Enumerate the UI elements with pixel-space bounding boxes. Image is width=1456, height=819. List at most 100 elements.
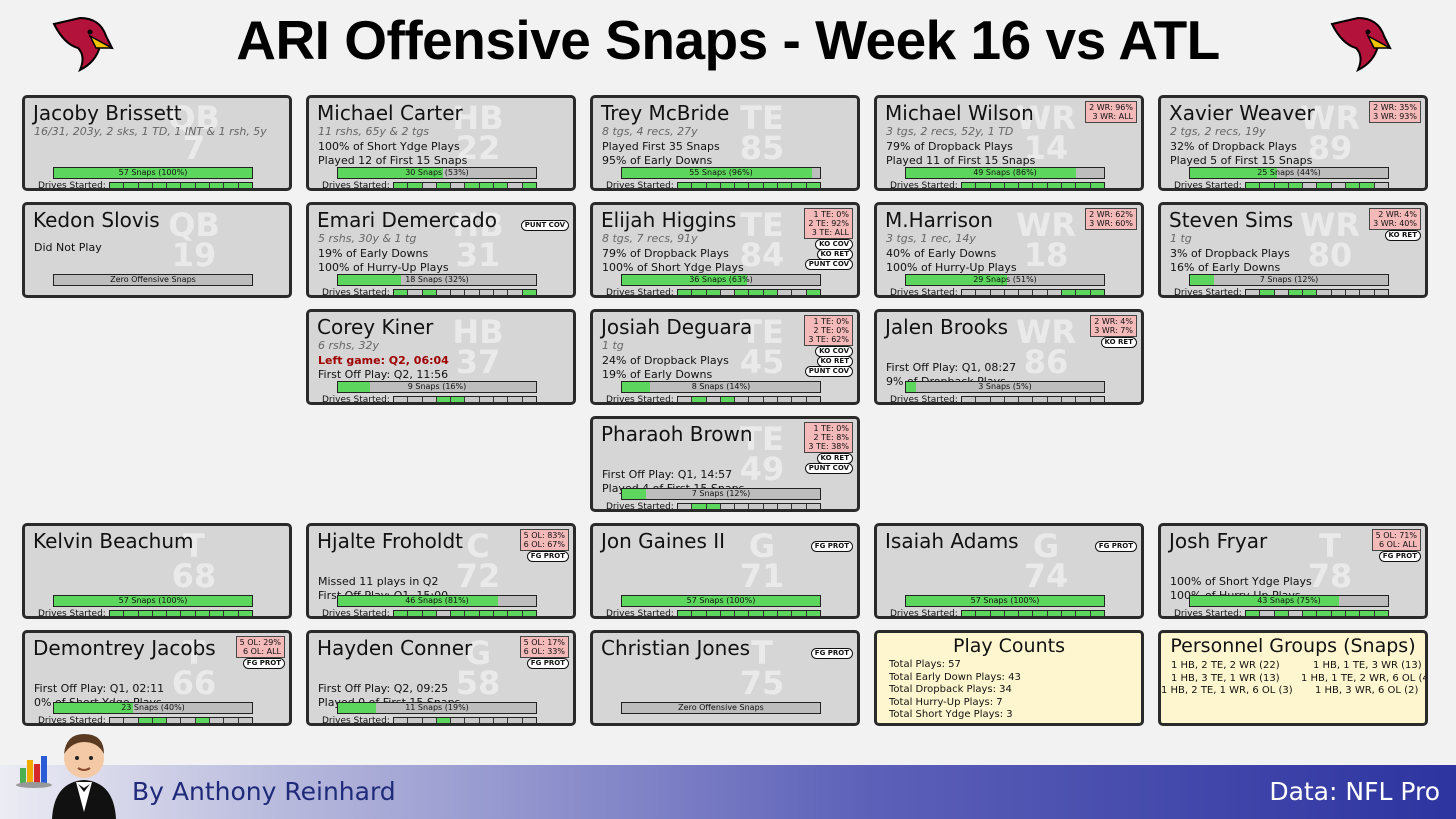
drive-cell: [224, 183, 239, 188]
drive-cell: [792, 290, 807, 295]
drive-cell: [124, 718, 139, 723]
drive-cell: [962, 611, 977, 616]
personnel-line: 1 HB, 1 TE, 2 WR, 6 OL (4): [1301, 673, 1428, 684]
info-line: Played 5 of First 15 Snaps: [1170, 154, 1313, 167]
drive-cell: [423, 718, 437, 723]
drive-cell: [1004, 183, 1020, 188]
drive-cell: [494, 183, 509, 188]
personnel-share-badge: 1 TE: 0% 2 TE: 8% 3 TE: 38%: [804, 422, 853, 453]
play-counts-lines: Total Plays: 57 Total Early Down Plays: …: [889, 659, 1021, 722]
drive-cell: [138, 718, 153, 723]
snap-bar-fill: [622, 596, 820, 606]
drive-cell: [508, 718, 523, 723]
drive-cell: [721, 504, 736, 509]
drive-cell: [976, 611, 991, 616]
play-count-line: Total Dropback Plays: 34: [889, 684, 1012, 696]
snap-bar-fill: [906, 382, 916, 392]
drive-cell: [735, 611, 750, 616]
drives-started-label: Drives Started:: [322, 609, 390, 619]
drive-cell: [678, 290, 693, 295]
snap-bar-fill: [338, 703, 376, 713]
snap-count-label: 29 Snaps (51%): [973, 275, 1037, 284]
drive-cell: [778, 183, 793, 188]
drive-cell: [707, 397, 721, 402]
drives-started-strip: [677, 610, 821, 616]
player-card: G 58 Hayden Conner First Off Play: Q2, 09:2…: [306, 630, 576, 726]
drive-cell: [1360, 290, 1375, 295]
drive-cell: [1033, 290, 1048, 295]
info-line: First Off Play: Q2, 11:56: [318, 368, 449, 381]
stat-line: 8 tgs, 7 recs, 91y: [602, 232, 698, 245]
info-line: 19% of Early Downs: [318, 247, 429, 260]
snap-bar-fill: [1190, 275, 1214, 285]
info-line: 95% of Early Downs: [602, 154, 713, 167]
drive-cell: [1019, 183, 1034, 188]
share-line: 2 WR: 62%: [1089, 210, 1133, 219]
share-line: 6 OL: 67%: [523, 540, 565, 549]
drive-cell: [764, 504, 779, 509]
special-teams-tag: PUNT COV: [804, 366, 853, 377]
snap-count-label: 57 Snaps (100%): [118, 596, 188, 605]
drive-cell: [678, 611, 693, 616]
position-watermark: TE: [740, 313, 784, 351]
drive-cell: [210, 718, 225, 723]
personnel-share-badge: 2 WR: 4% 3 WR: 7%: [1090, 315, 1137, 337]
drive-cell: [806, 290, 820, 295]
player-card: T 68 Kelvin Beachum 57 Snaps (100%) Drives S…: [22, 523, 292, 619]
snap-bar-fill: [622, 489, 646, 499]
info-line: 19% of Early Downs: [602, 368, 713, 381]
drive-cell: [508, 611, 523, 616]
personnel-line: 1 HB, 2 TE, 2 WR (22): [1171, 660, 1280, 671]
share-line: 2 WR: 4%: [1094, 317, 1133, 326]
drive-cell: [195, 718, 211, 723]
share-line: 3 WR: 60%: [1089, 219, 1133, 228]
player-name: Emari Demercado: [317, 208, 497, 232]
personnel-share-badge: 5 OL: 83% 6 OL: 67%: [519, 529, 569, 551]
drive-cell: [494, 611, 509, 616]
drive-cell: [224, 718, 239, 723]
position-watermark: QB: [168, 206, 220, 244]
drives-started-strip: [677, 396, 821, 402]
special-teams-tag: KO RET: [1100, 337, 1137, 348]
drive-cell: [181, 183, 196, 188]
player-card: QB 7 Jacoby Brissett 16/31, 203y, 2 sks, 1 …: [22, 95, 292, 191]
drive-cell: [110, 183, 125, 188]
info-line: Missed 11 plays in Q2: [318, 575, 439, 588]
drive-cell: [1090, 290, 1104, 295]
player-name: Hjalte Froholdt: [317, 529, 463, 553]
position-watermark: WR: [1016, 206, 1076, 244]
drive-cell: [1033, 183, 1048, 188]
drives-started-label: Drives Started:: [890, 288, 958, 298]
snap-bar-fill: [54, 703, 134, 713]
position-watermark: WR: [1300, 99, 1360, 137]
drive-cell: [1019, 611, 1034, 616]
drive-cell: [1246, 611, 1261, 616]
drive-cell: [692, 611, 707, 616]
info-line: 3% of Dropback Plays: [1170, 247, 1290, 260]
position-watermark: QB: [168, 99, 220, 137]
author-byline: By Anthony Reinhard: [132, 777, 396, 806]
drive-cell: [792, 397, 807, 402]
position-watermark: WR: [1016, 99, 1076, 137]
jersey-number-watermark: 66: [171, 664, 217, 702]
player-card: TE 49 Pharaoh Brown First Off Play: Q1, 14:…: [590, 416, 860, 512]
drives-started-strip: [393, 182, 537, 188]
drive-cell: [394, 290, 409, 295]
snap-count-label: 8 Snaps (14%): [691, 382, 751, 391]
drive-cell: [494, 718, 509, 723]
drive-cell: [1346, 183, 1361, 188]
personnel-line: 1 HB, 3 WR, 6 OL (2): [1315, 685, 1419, 696]
snap-bar-fill: [54, 596, 252, 606]
jersey-number-watermark: 89: [1307, 129, 1353, 167]
footer-bar: [0, 765, 1456, 819]
personnel-share-badge: 5 OL: 71% 6 OL: ALL: [1371, 529, 1421, 551]
drive-cell: [1260, 183, 1275, 188]
player-name: Pharaoh Brown: [601, 422, 753, 446]
special-teams-tag: PUNT COV: [520, 220, 569, 231]
drive-cell: [152, 183, 168, 188]
drives-started-strip: [961, 610, 1105, 616]
drive-cell: [152, 611, 168, 616]
snap-count-label: 9 Snaps (16%): [407, 382, 467, 391]
personnel-line: 1 HB, 1 TE, 3 WR (13): [1313, 660, 1422, 671]
drive-cell: [721, 290, 736, 295]
